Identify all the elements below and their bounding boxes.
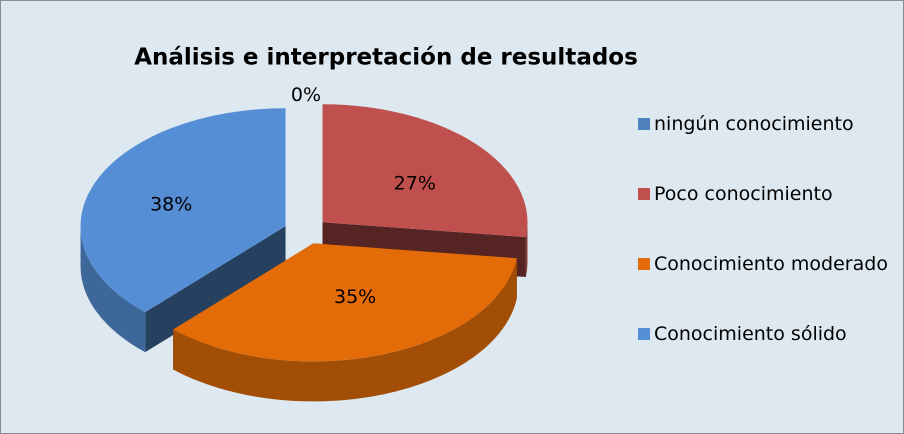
legend-item: Poco conocimiento — [638, 179, 888, 209]
slice-wall — [173, 258, 517, 402]
data-label: 38% — [150, 193, 192, 215]
legend-swatch — [638, 258, 650, 270]
legend-label: Conocimiento sólido — [654, 323, 847, 345]
legend-item: Conocimiento moderado — [638, 249, 888, 279]
legend-label: Poco conocimiento — [654, 183, 833, 205]
legend-label: Conocimiento moderado — [654, 253, 888, 275]
legend-label: ningún conocimiento — [654, 113, 854, 135]
legend-swatch — [638, 188, 650, 200]
legend-swatch — [638, 328, 650, 340]
legend-swatch — [638, 118, 650, 130]
slice-top — [173, 243, 517, 362]
data-label: 35% — [334, 286, 376, 308]
legend-item: ningún conocimiento — [638, 109, 888, 139]
slice — [173, 243, 517, 402]
slice-top — [322, 104, 528, 238]
data-label: 27% — [394, 173, 436, 195]
chart-title: Análisis e interpretación de resultados — [134, 45, 638, 71]
slice-side — [145, 226, 286, 353]
slice-wall — [525, 222, 528, 278]
slice-top — [80, 108, 286, 313]
legend-item: Conocimiento sólido — [638, 319, 888, 349]
legend: ningún conocimiento Poco conocimiento Cono… — [638, 109, 888, 389]
slice — [80, 108, 286, 353]
data-label: 0% — [291, 84, 321, 106]
slice-wall — [80, 226, 146, 353]
